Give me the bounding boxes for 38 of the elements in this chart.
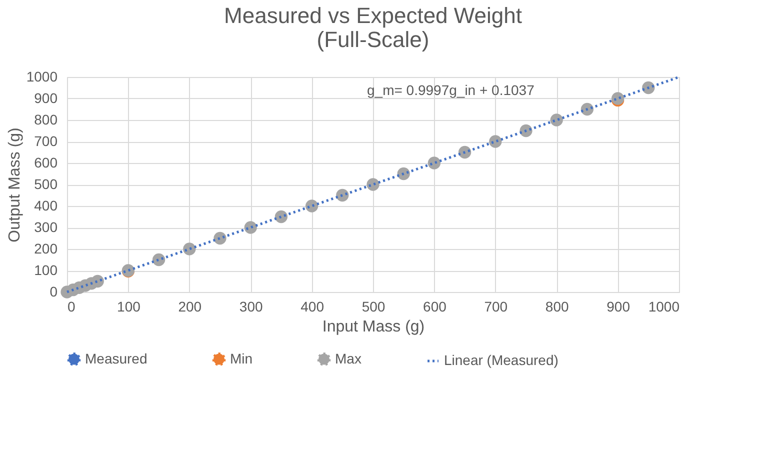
point — [366, 178, 380, 191]
text: (Full-Scale) — [316, 27, 430, 52]
x-tick-label: 900 — [606, 298, 630, 314]
annotation: g_m= 0.9997g_in + 0.1037 — [367, 82, 535, 98]
x-tick-label: 1000 — [648, 298, 680, 314]
y-tick-label: 400 — [34, 198, 58, 214]
y-tick-label: 900 — [34, 90, 58, 106]
x-tick-label: 100 — [117, 298, 141, 314]
point — [244, 221, 257, 234]
legend-label: Max — [335, 350, 362, 366]
x-tick-label: 300 — [239, 298, 263, 314]
x-axis-title: Input Mass (g) — [322, 318, 425, 336]
x-tick-label: 700 — [484, 298, 508, 314]
y-tick-label: 0 — [50, 284, 58, 300]
point — [428, 156, 441, 170]
x-tick-label: 800 — [545, 298, 569, 314]
y-tick-label: 200 — [34, 240, 58, 256]
text: Measured vs Expected Weight — [224, 3, 522, 28]
x-tick-label: 200 — [178, 298, 202, 314]
x-tick-label: 600 — [423, 298, 447, 314]
legend-label: Min — [230, 350, 253, 366]
point — [489, 135, 502, 148]
y-tick-label: 100 — [34, 262, 58, 278]
y-tick-label: 500 — [34, 176, 58, 192]
legend-label: Linear (Measured) — [444, 352, 558, 368]
x-tick-label: 400 — [300, 298, 324, 314]
point — [305, 200, 318, 212]
y-axis-title: Output Mass (g) — [6, 128, 24, 242]
point — [183, 242, 196, 256]
y-tick-label: 300 — [34, 219, 58, 235]
x-tick-label: 500 — [362, 298, 386, 314]
x-tick-label: 0 — [68, 298, 76, 314]
y-tick-label: 1000 — [26, 68, 58, 84]
y-tick-label: 800 — [34, 112, 58, 128]
y-tick-label: 700 — [34, 133, 58, 149]
y-tick-label: 600 — [34, 154, 58, 170]
point — [550, 114, 563, 126]
legend-label: Measured — [85, 350, 148, 366]
